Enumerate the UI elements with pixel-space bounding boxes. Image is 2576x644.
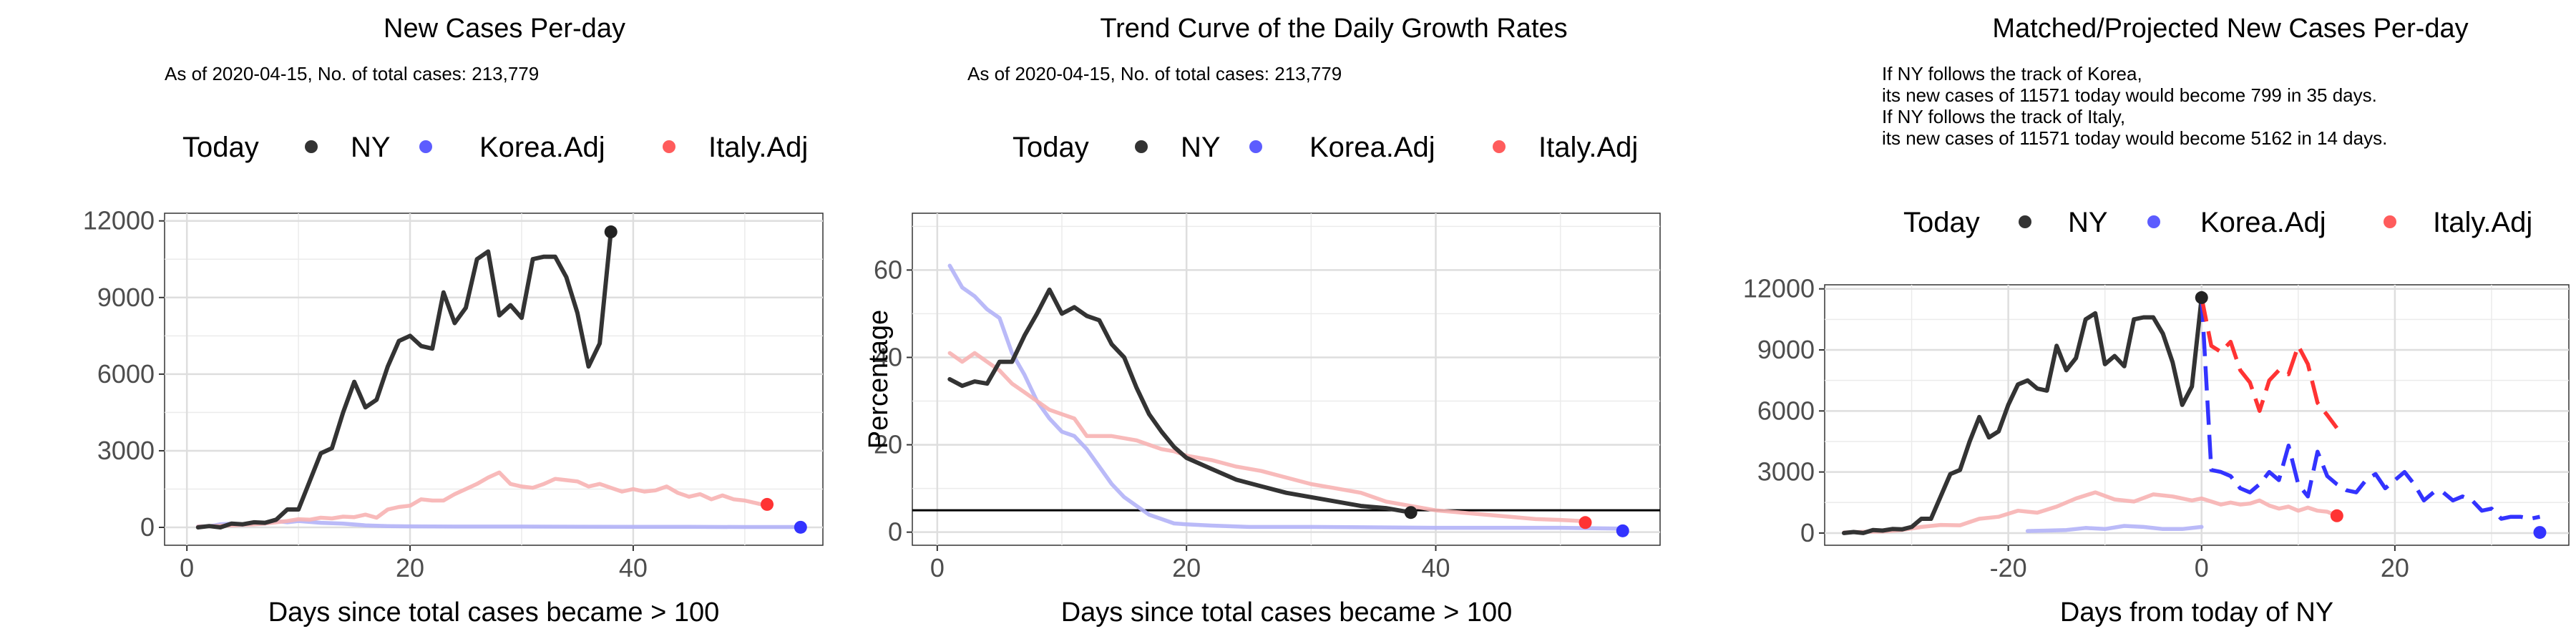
x-tick-label: 40 [1421, 553, 1450, 582]
x-tick-label: 0 [930, 553, 945, 582]
legend-key-ny [2019, 215, 2031, 228]
axes: 0 20 40 0 3000 6000 9000 12000 [83, 206, 648, 582]
legend-label: Italy.Adj [2433, 207, 2532, 238]
today-point-ny [604, 225, 618, 239]
y-tick-label: 20 [874, 430, 902, 459]
today-point-italy-adj [2330, 509, 2343, 522]
legend-key-korea-adj [2147, 215, 2160, 228]
series-line-italy-adj-light [1842, 490, 2339, 535]
y-tick-label: 0 [888, 517, 902, 547]
chart-title: Trend Curve of the Daily Growth Rates [1100, 14, 1567, 44]
chart-subtitle: As of 2020-04-15, No. of total cases: 21… [165, 63, 539, 84]
chart-legend: Today NY Korea.Adj Italy.Adj [182, 132, 808, 163]
x-tick-label: 20 [396, 553, 424, 582]
today-points [2195, 291, 2547, 540]
legend-key-italy-adj [1493, 140, 1506, 153]
legend-key-korea-adj [419, 140, 432, 153]
legend-label: Korea.Adj [479, 132, 605, 163]
legend-title: Today [1013, 132, 1089, 163]
chart-subtitle: As of 2020-04-15, No. of total cases: 21… [967, 63, 1342, 84]
legend-label: Korea.Adj [2200, 207, 2326, 238]
series-line-italy-adj-projection [2200, 297, 2339, 429]
series-line-korea-adj-projection [2200, 297, 2541, 521]
today-points [1404, 506, 1629, 537]
plot-panel [912, 213, 1661, 546]
series-line-ny-main [195, 230, 613, 530]
subtitle-line: As of 2020-04-15, No. of total cases: 21… [967, 63, 1342, 84]
subtitle-line: its new cases of 11571 today would becom… [1882, 127, 2387, 149]
x-tick-label: 40 [619, 553, 648, 582]
axes: -20 0 20 0 3000 6000 9000 12000 [1743, 274, 2409, 582]
plot-panel [164, 213, 824, 546]
legend-label: Italy.Adj [708, 132, 808, 163]
y-tick-label: 6000 [97, 359, 155, 389]
x-tick-label: 20 [1172, 553, 1201, 582]
legend-label: Italy.Adj [1538, 132, 1638, 163]
subtitle-line: As of 2020-04-15, No. of total cases: 21… [165, 63, 539, 84]
chart-title: Matched/Projected New Cases Per-day [1992, 14, 2468, 44]
axes: 0 20 40 0 20 40 60 [874, 255, 1450, 582]
chart-legend: Today NY Korea.Adj Italy.Adj [1013, 132, 1638, 163]
legend-label: Korea.Adj [1309, 132, 1435, 163]
growth-rate-chart: Trend Curve of the Daily Growth Rates As… [864, 14, 1661, 628]
series-lines [1842, 295, 2541, 535]
x-axis-label: Days since total cases became > 100 [1061, 597, 1513, 628]
legend-title: Today [182, 132, 259, 163]
y-tick-label: 12000 [83, 206, 155, 235]
y-tick-label: 6000 [1757, 396, 1815, 425]
y-tick-label: 40 [874, 342, 902, 371]
today-points [604, 225, 807, 534]
legend-label: NY [351, 132, 391, 163]
series-line-ny-main [1842, 295, 2204, 535]
series-line-italy-adj-light [947, 351, 1588, 524]
today-point-korea-adj [2533, 526, 2547, 540]
legend-key-ny [1135, 140, 1148, 153]
grid [912, 213, 1660, 545]
subtitle-line: its new cases of 11571 today would becom… [1882, 84, 2377, 106]
today-point-ny [2195, 291, 2208, 304]
y-axis-label: Percentage [864, 310, 894, 449]
today-point-ny [1404, 506, 1418, 519]
legend-key-italy-adj [2384, 215, 2396, 228]
x-axis-label: Days from today of NY [2060, 597, 2333, 628]
series-line-korea-adj-light [2025, 524, 2204, 533]
today-point-korea-adj [794, 520, 807, 534]
subtitle-line: If NY follows the track of Italy, [1882, 106, 2125, 127]
legend-label: NY [1181, 132, 1221, 163]
series-line-italy-adj-light [196, 470, 769, 529]
today-point-italy-adj [761, 497, 774, 511]
y-tick-label: 3000 [97, 436, 155, 465]
series-line-korea-adj-light [947, 263, 1625, 531]
legend-label: NY [2068, 207, 2108, 238]
new-cases-chart: New Cases Per-day As of 2020-04-15, No. … [83, 14, 824, 628]
subtitle-line: If NY follows the track of Korea, [1882, 63, 2142, 84]
x-tick-label: -20 [1990, 553, 2027, 582]
series-lines [912, 263, 1660, 531]
chart-legend: Today NY Korea.Adj Italy.Adj [1903, 207, 2532, 238]
legend-key-korea-adj [1249, 140, 1262, 153]
y-tick-label: 3000 [1757, 457, 1815, 487]
y-tick-label: 0 [1800, 518, 1815, 547]
today-point-italy-adj [1579, 516, 1592, 530]
x-tick-label: 20 [2381, 553, 2409, 582]
series-lines [195, 230, 803, 530]
y-tick-label: 9000 [1757, 335, 1815, 364]
y-tick-label: 0 [140, 512, 155, 542]
x-tick-label: 0 [2195, 553, 2209, 582]
legend-key-ny [305, 140, 318, 153]
x-axis-label: Days since total cases became > 100 [268, 597, 720, 628]
chart-subtitle: If NY follows the track of Korea,its new… [1882, 63, 2387, 149]
x-tick-label: 0 [180, 553, 194, 582]
y-tick-label: 9000 [97, 283, 155, 312]
y-tick-label: 60 [874, 255, 902, 284]
projected-cases-chart: Matched/Projected New Cases Per-day If N… [1743, 14, 2570, 628]
legend-title: Today [1903, 207, 1980, 238]
y-tick-label: 12000 [1743, 274, 1815, 303]
chart-title: New Cases Per-day [384, 14, 625, 44]
today-point-korea-adj [1616, 524, 1629, 537]
legend-key-italy-adj [663, 140, 675, 153]
series-line-ny-main [947, 287, 1413, 515]
